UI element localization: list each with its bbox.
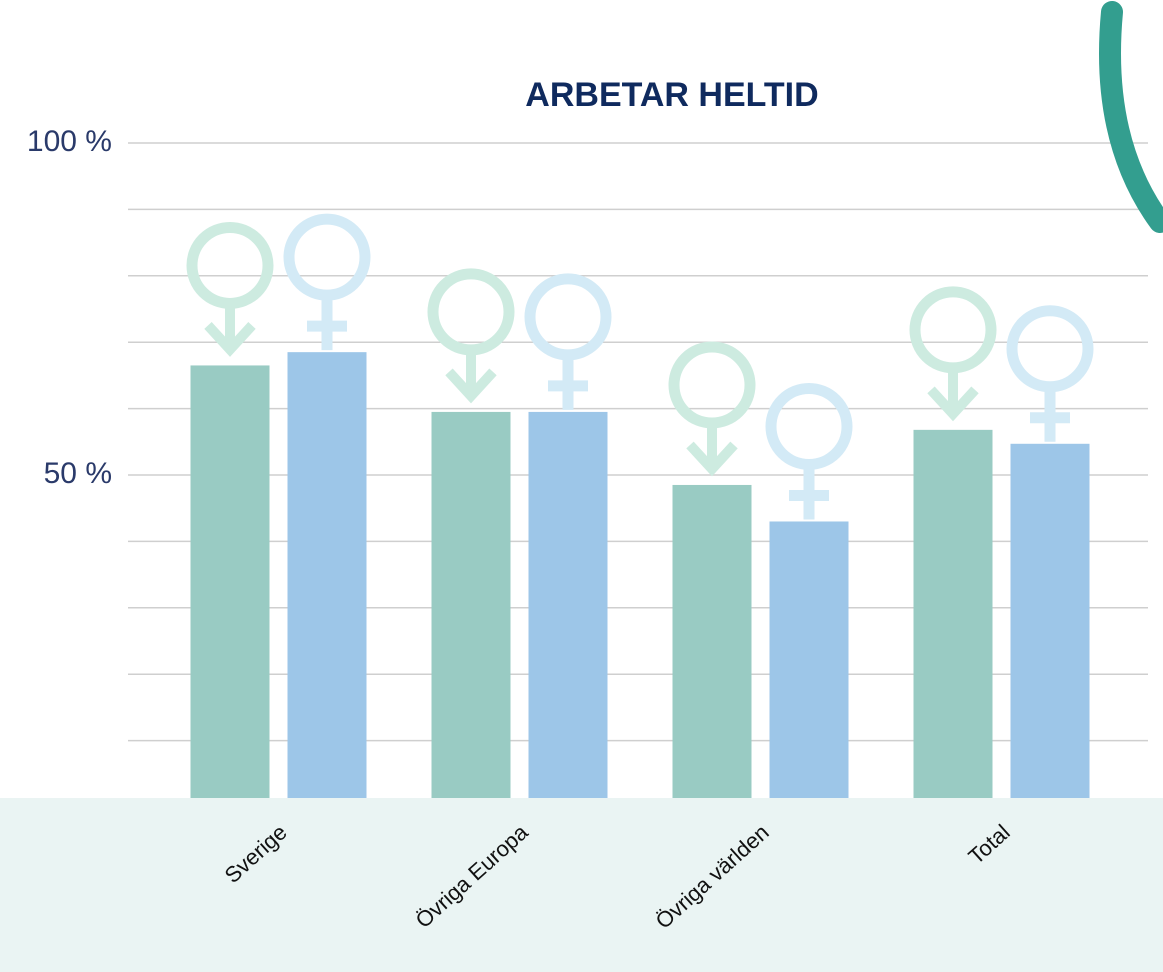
female-symbol	[307, 300, 347, 351]
bar	[190, 365, 270, 807]
bar	[287, 352, 367, 807]
male-symbol	[927, 372, 979, 422]
y-tick-label: 100 %	[27, 125, 112, 158]
female-symbol	[283, 213, 371, 301]
female-symbol	[789, 469, 829, 520]
female-symbol	[765, 382, 853, 470]
bar	[672, 484, 752, 807]
male-symbol	[204, 308, 256, 357]
male-symbol	[668, 341, 756, 429]
male-symbol	[445, 354, 497, 404]
bar	[769, 521, 849, 807]
female-symbol	[1030, 391, 1070, 442]
male-symbol	[186, 221, 274, 309]
male-symbol	[686, 427, 738, 477]
female-symbol	[548, 359, 588, 410]
female-symbol	[1006, 305, 1094, 393]
axis-panel	[0, 798, 1163, 972]
female-symbol	[524, 273, 612, 361]
male-symbol	[909, 286, 997, 374]
decor-arc	[1099, 1, 1163, 233]
bar	[913, 429, 993, 807]
male-symbol	[427, 268, 515, 356]
bar	[431, 411, 511, 807]
bar	[1010, 443, 1090, 807]
chart-title: ARBETAR HELTID	[525, 76, 818, 114]
y-tick-label: 50 %	[44, 457, 112, 490]
bar	[528, 411, 608, 807]
